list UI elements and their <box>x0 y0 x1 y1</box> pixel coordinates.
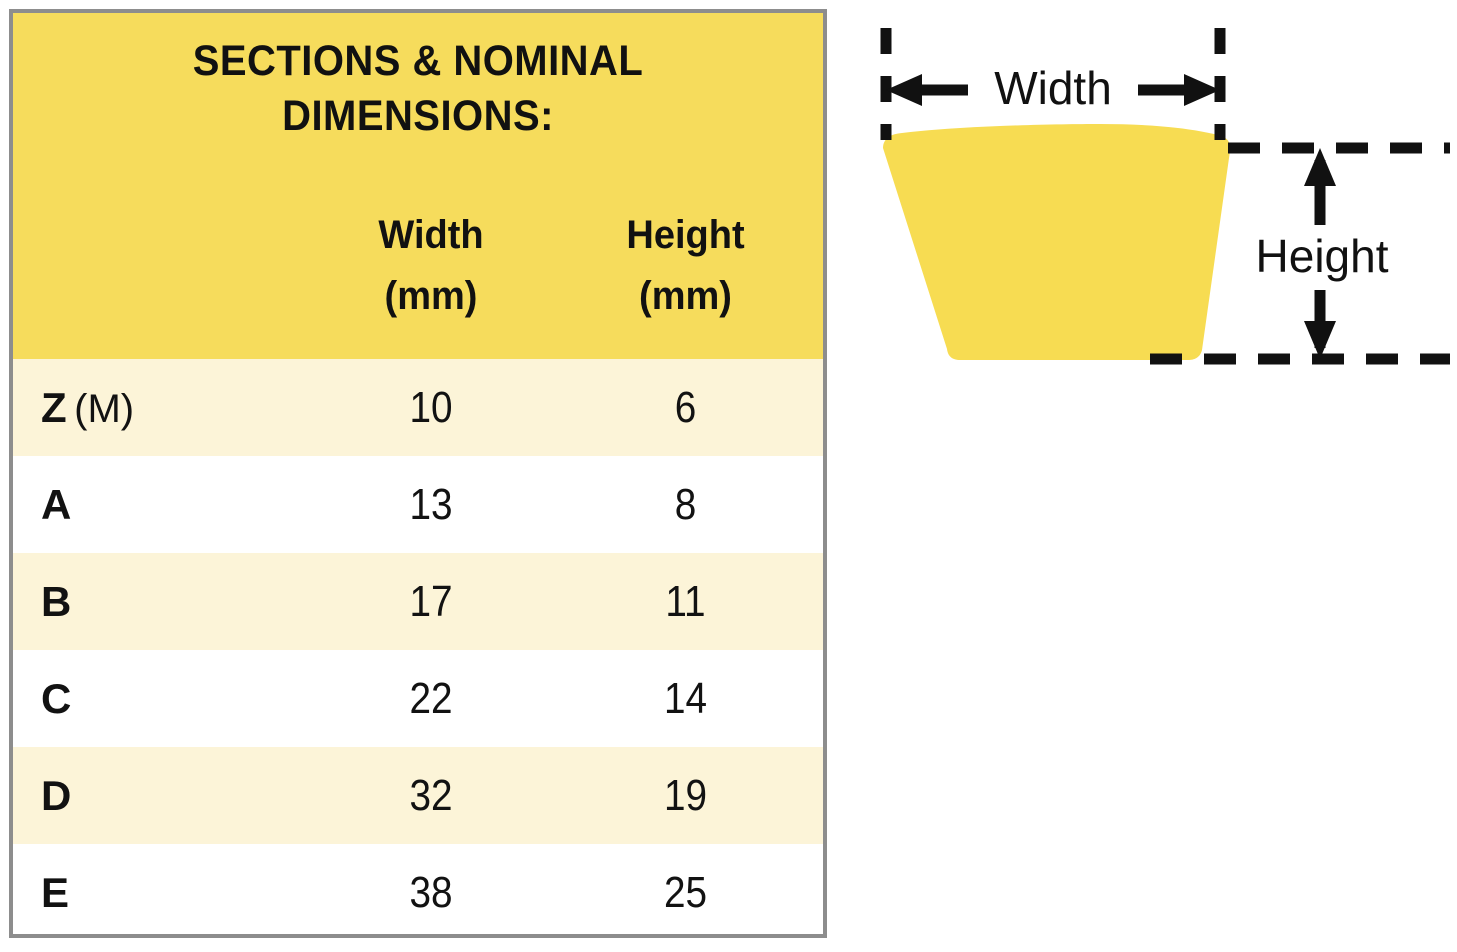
cell-section: Z (M) <box>13 384 308 432</box>
table-row: Z (M) 10 6 <box>13 359 823 456</box>
table-row: E 38 25 <box>13 844 823 934</box>
cell-section: E <box>13 869 308 917</box>
sections-dimensions-table: SECTIONS & NOMINAL DIMENSIONS: Width (mm… <box>9 9 827 938</box>
cell-height: 25 <box>663 867 708 917</box>
cell-width: 13 <box>409 479 453 529</box>
cell-width: 38 <box>409 867 453 917</box>
column-header-section <box>13 205 308 327</box>
column-header-width: Width (mm) <box>314 205 548 327</box>
height-arrow-down <box>1304 290 1336 359</box>
title-line-2: DIMENSIONS: <box>282 92 554 141</box>
cell-height: 6 <box>674 382 697 432</box>
table-title: SECTIONS & NOMINAL DIMENSIONS: <box>13 13 823 144</box>
belt-cross-section-diagram: Width Height <box>850 0 1457 952</box>
column-header-width-label: Width <box>378 213 484 257</box>
cell-height: 19 <box>663 770 708 820</box>
cell-section: B <box>13 578 308 626</box>
table-row: B 17 11 <box>13 553 823 650</box>
cell-width: 22 <box>409 673 453 723</box>
belt-cross-section-shape <box>883 124 1231 360</box>
column-header-height-label: Height <box>626 213 745 257</box>
diagram-svg: Width Height <box>880 28 1450 365</box>
column-header-height-unit: (mm) <box>639 273 732 318</box>
section-note: (M) <box>74 386 135 431</box>
section-code: D <box>41 771 72 819</box>
table-row: C 22 14 <box>13 650 823 747</box>
table-body: Z (M) 10 6 A 13 8 B 17 11 C 22 14 <box>13 359 823 934</box>
section-code: E <box>41 868 70 916</box>
table-row: A 13 8 <box>13 456 823 553</box>
width-arrow-left <box>886 74 968 106</box>
cell-width: 32 <box>409 770 453 820</box>
cell-section: C <box>13 675 308 723</box>
height-arrow-up <box>1304 148 1336 225</box>
cell-height: 14 <box>663 673 708 723</box>
table-row: D 32 19 <box>13 747 823 844</box>
section-code: Z <box>41 383 68 431</box>
cell-width: 10 <box>409 382 453 432</box>
cell-height: 11 <box>665 576 706 626</box>
cell-width: 17 <box>409 576 453 626</box>
cell-height: 8 <box>674 479 697 529</box>
section-code: B <box>41 577 72 625</box>
table-header: SECTIONS & NOMINAL DIMENSIONS: Width (mm… <box>13 13 823 359</box>
width-arrow-right <box>1138 74 1220 106</box>
section-code: A <box>41 480 72 528</box>
section-code: C <box>41 674 72 722</box>
column-header-width-unit: (mm) <box>384 273 478 318</box>
height-label: Height <box>1256 230 1389 282</box>
title-line-1: SECTIONS & NOMINAL <box>192 37 644 85</box>
width-label: Width <box>994 62 1112 114</box>
cell-section: D <box>13 772 308 820</box>
cell-section: A <box>13 481 308 529</box>
column-headers-row: Width (mm) Height (mm) <box>13 205 823 327</box>
column-header-height: Height (mm) <box>561 205 811 327</box>
